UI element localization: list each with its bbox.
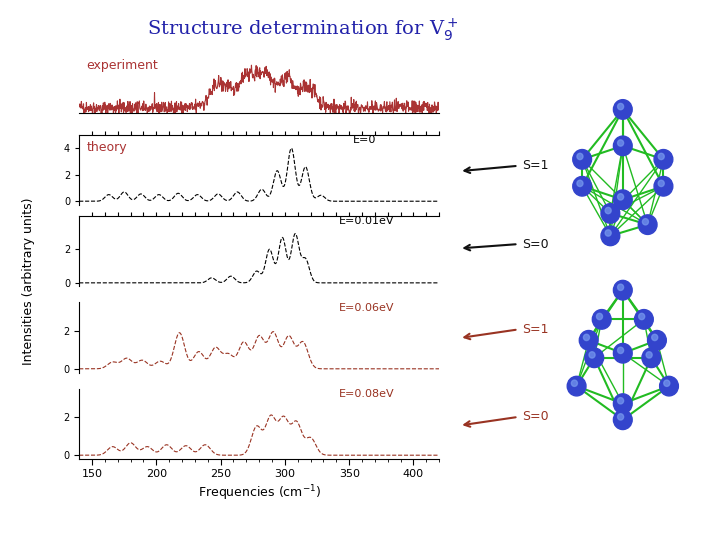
- Circle shape: [618, 284, 624, 291]
- Circle shape: [658, 180, 665, 186]
- Circle shape: [618, 194, 624, 200]
- Circle shape: [646, 352, 652, 358]
- Circle shape: [567, 376, 586, 396]
- Text: S=0: S=0: [522, 238, 549, 251]
- Text: theory: theory: [86, 140, 127, 153]
- Circle shape: [638, 215, 657, 234]
- Circle shape: [618, 397, 624, 404]
- Circle shape: [583, 334, 590, 341]
- Circle shape: [634, 309, 653, 329]
- Circle shape: [618, 347, 624, 354]
- Circle shape: [580, 330, 598, 350]
- Circle shape: [577, 153, 583, 160]
- Circle shape: [589, 352, 595, 358]
- Text: S=1: S=1: [522, 159, 549, 172]
- Circle shape: [658, 153, 665, 160]
- Circle shape: [618, 414, 624, 420]
- Circle shape: [596, 313, 603, 320]
- Circle shape: [601, 204, 620, 223]
- Circle shape: [601, 226, 620, 246]
- Circle shape: [605, 230, 611, 236]
- X-axis label: Frequencies (cm$^{-1}$): Frequencies (cm$^{-1}$): [197, 484, 321, 503]
- Text: E=0.08eV: E=0.08eV: [338, 389, 394, 399]
- Circle shape: [618, 140, 624, 146]
- Circle shape: [613, 136, 632, 156]
- Circle shape: [613, 190, 632, 210]
- Circle shape: [613, 343, 632, 363]
- Circle shape: [618, 103, 624, 110]
- Circle shape: [613, 394, 632, 414]
- Circle shape: [664, 380, 670, 387]
- Text: experiment: experiment: [86, 59, 158, 72]
- Circle shape: [593, 309, 611, 329]
- Text: S=0: S=0: [522, 410, 549, 423]
- Circle shape: [573, 150, 592, 169]
- Circle shape: [573, 177, 592, 196]
- Circle shape: [613, 100, 632, 119]
- Circle shape: [652, 334, 658, 341]
- Circle shape: [639, 313, 644, 320]
- Circle shape: [642, 348, 661, 368]
- Circle shape: [585, 348, 603, 368]
- Text: Intensities (arbitrary units): Intensities (arbitrary units): [22, 197, 35, 364]
- Text: Structure determination for V$_9^+$: Structure determination for V$_9^+$: [147, 16, 458, 43]
- Circle shape: [654, 150, 672, 169]
- Circle shape: [654, 177, 672, 196]
- Text: E=0.01eV: E=0.01eV: [338, 217, 394, 226]
- Text: E=0: E=0: [353, 136, 376, 145]
- Text: S=1: S=1: [522, 323, 549, 336]
- Circle shape: [577, 180, 583, 186]
- Circle shape: [613, 280, 632, 300]
- Circle shape: [572, 380, 577, 387]
- Circle shape: [613, 410, 632, 429]
- Circle shape: [605, 207, 611, 214]
- Circle shape: [660, 376, 678, 396]
- Circle shape: [647, 330, 666, 350]
- Circle shape: [642, 219, 649, 225]
- Text: E=0.06eV: E=0.06eV: [338, 303, 394, 313]
